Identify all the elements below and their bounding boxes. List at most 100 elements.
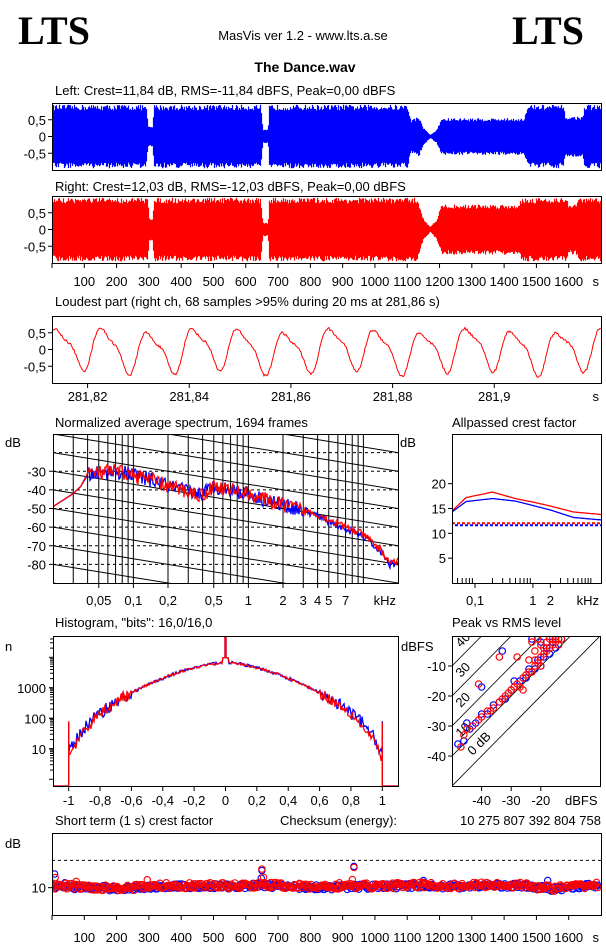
crest-ytick-label: 5 bbox=[439, 551, 446, 566]
short-term-time-axis-xtick-label: 500 bbox=[203, 930, 225, 945]
crest-ylabel: dB bbox=[400, 435, 416, 450]
peak-vs-rms-ytick-label: -30 bbox=[427, 719, 446, 734]
crest-ytick-label: 20 bbox=[432, 477, 446, 492]
loudest-part-xtick-label: 281,82 bbox=[68, 389, 108, 404]
peak-vs-rms-point-right bbox=[457, 743, 465, 751]
spectrum-xtick-label: 7 bbox=[342, 593, 349, 608]
short-term-point-right bbox=[76, 885, 84, 893]
waveform-left-ytick-label: -0,5 bbox=[24, 146, 46, 161]
histogram-xtick-label: -0,4 bbox=[152, 793, 174, 808]
short-term-crest-frame bbox=[52, 833, 602, 916]
crest-ytick-label: 10 bbox=[432, 526, 446, 541]
crest-title: Allpassed crest factor bbox=[452, 415, 577, 430]
short-term-outlier-left bbox=[52, 870, 59, 878]
app-title: MasVis ver 1.2 - www.lts.a.se bbox=[218, 28, 388, 43]
loudest-part-xunit: s bbox=[593, 389, 600, 404]
loudest-part-title: Loudest part (right ch, 68 samples >95% … bbox=[55, 294, 440, 309]
waveform-left-ytick-label: 0 bbox=[39, 130, 46, 145]
short-term-time-axis-xtick-label: 700 bbox=[267, 930, 289, 945]
file-name: The Dance.wav bbox=[254, 59, 355, 75]
peak-vs-rms-ytick-label: -40 bbox=[427, 749, 446, 764]
checksum-label: Checksum (energy): bbox=[280, 813, 397, 828]
short-term-time-axis-xtick-label: 400 bbox=[170, 930, 192, 945]
waveform-left-plot-area bbox=[52, 104, 601, 169]
checksum-value: 10 275 807 392 804 758 bbox=[460, 813, 601, 828]
time-axis-xunit: s bbox=[593, 274, 600, 289]
short-term-time-axis-xtick-label: 300 bbox=[138, 930, 160, 945]
short-term-time-axis-xtick-label: 1200 bbox=[425, 930, 454, 945]
short-term-time-axis-xtick-label: 1100 bbox=[393, 930, 421, 945]
waveform-right-plot-area bbox=[52, 197, 601, 262]
peak-vs-rms-point-right bbox=[554, 641, 563, 649]
short-term-outlier-right bbox=[419, 878, 428, 886]
histogram-xtick-label: 0,6 bbox=[311, 793, 329, 808]
spectrum-xtick-label: 2 bbox=[279, 593, 286, 608]
short-term-outlier-right bbox=[259, 873, 268, 882]
short-term-outlier-right bbox=[143, 875, 152, 884]
lts-logo-left: LTS bbox=[18, 8, 90, 53]
spectrum-slope-line bbox=[53, 360, 398, 416]
time-axis-xtick-label: 1500 bbox=[522, 274, 551, 289]
time-axis-xtick-label: 900 bbox=[332, 274, 354, 289]
peak-vs-rms-point-right bbox=[531, 647, 539, 655]
spectrum-ytick-label: -80 bbox=[27, 557, 46, 572]
histogram-xtick-label: 1 bbox=[379, 793, 386, 808]
peak-vs-rms-point-right bbox=[528, 638, 536, 646]
short-term-time-axis-xtick-label: 600 bbox=[235, 930, 257, 945]
peak-vs-rms-point-right bbox=[477, 713, 486, 721]
spectrum-xtick-label: 0,1 bbox=[124, 593, 142, 608]
time-axis-xtick-label: 700 bbox=[267, 274, 289, 289]
crest-line-30 bbox=[452, 636, 512, 697]
peak-vs-rms-point-right bbox=[483, 707, 492, 715]
short-term-point-right bbox=[360, 879, 368, 888]
loudest-part-signal bbox=[52, 326, 601, 378]
short-term-point-right bbox=[594, 883, 601, 892]
short-term-point-right bbox=[565, 883, 574, 892]
peak-vs-rms-point-right bbox=[462, 725, 471, 733]
loudest-part-xtick-label: 281,86 bbox=[271, 389, 311, 404]
time-axis-xtick-label: 800 bbox=[300, 274, 322, 289]
peak-vs-rms-point-right bbox=[468, 722, 477, 730]
short-term-point-right bbox=[132, 880, 141, 889]
time-axis-xtick-label: 300 bbox=[138, 274, 160, 289]
spectrum-frame bbox=[53, 434, 399, 584]
peak-vs-rms-xtick-label: -30 bbox=[502, 793, 521, 808]
short-term-time-axis-xtick-label: 1400 bbox=[490, 930, 519, 945]
spectrum-series-right bbox=[53, 462, 398, 566]
spectrum-xtick-label: 1 bbox=[245, 593, 252, 608]
short-term-time-axis-xtick-label: 800 bbox=[300, 930, 322, 945]
peak-vs-rms-point-right bbox=[536, 641, 545, 649]
histogram-xtick-label: -0,2 bbox=[183, 793, 205, 808]
short-term-point-right bbox=[231, 879, 239, 887]
short-term-point-right bbox=[88, 882, 97, 890]
short-term-point-right bbox=[77, 881, 85, 889]
short-term-crest-title: Short term (1 s) crest factor bbox=[55, 813, 214, 828]
peak-vs-rms-xtick-label: -40 bbox=[472, 793, 491, 808]
waveform-right-frame bbox=[52, 196, 602, 264]
histogram-ytick-label: 100 bbox=[24, 711, 46, 726]
waveform-left-ytick-label: 0,5 bbox=[28, 113, 46, 128]
spectrum-slope-line bbox=[53, 452, 398, 509]
time-axis-xtick-label: 500 bbox=[203, 274, 225, 289]
peak-vs-rms-ytick-label: -10 bbox=[427, 659, 446, 674]
peak-vs-rms-ytick-label: -20 bbox=[427, 689, 446, 704]
time-axis-xtick-label: 1100 bbox=[393, 274, 421, 289]
loudest-part-ytick-label: 0 bbox=[39, 343, 46, 358]
peak-vs-rms-point-right bbox=[489, 704, 498, 712]
loudest-part-xtick-label: 281,84 bbox=[169, 389, 209, 404]
short-term-point-right bbox=[91, 882, 100, 890]
histogram-xtick-label: -1 bbox=[63, 793, 75, 808]
short-term-outlier-right bbox=[335, 878, 344, 887]
peak-vs-rms-point-right bbox=[460, 731, 468, 739]
short-term-time-axis-xunit: s bbox=[593, 930, 600, 945]
histogram-xtick-label: -0,6 bbox=[120, 793, 142, 808]
short-term-time-axis-xtick-label: 1500 bbox=[522, 930, 551, 945]
histogram-xtick-label: 0,2 bbox=[248, 793, 266, 808]
peak-vs-rms-ylabel: dBFS bbox=[401, 639, 434, 654]
spectrum-xtick-label: 0,2 bbox=[159, 593, 177, 608]
time-axis-xtick-label: 1300 bbox=[457, 274, 486, 289]
histogram-ytick-label: 1000 bbox=[17, 681, 46, 696]
spectrum-slope-line bbox=[53, 582, 57, 583]
loudest-part-xtick-label: 281,88 bbox=[373, 389, 413, 404]
crest-line-40 bbox=[452, 636, 483, 667]
